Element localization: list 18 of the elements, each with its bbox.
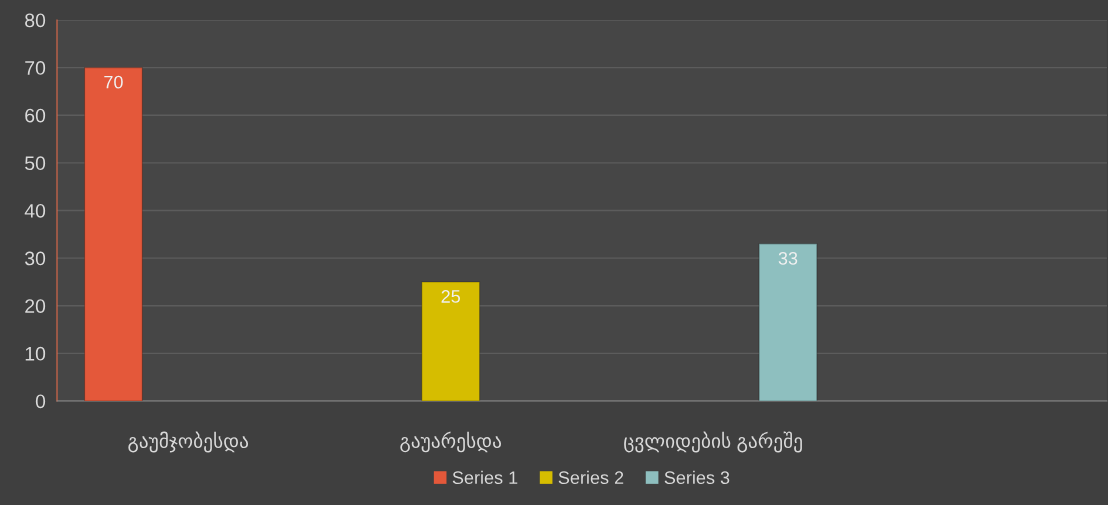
y-tick-label: 60	[25, 108, 46, 123]
legend-label: Series 1	[452, 470, 518, 485]
legend-label: Series 3	[664, 470, 730, 485]
x-tick-label: ცვლიდების გარეშე	[624, 431, 802, 453]
y-tick-label: 30	[25, 251, 46, 266]
y-tick-label: 10	[25, 346, 46, 361]
x-tick-label: გაუმჯობესდა	[128, 431, 249, 453]
legend-label: Series 2	[558, 470, 624, 485]
y-tick-label: 70	[25, 61, 46, 75]
data-label: 33	[778, 251, 798, 265]
y-tick-label: 80	[25, 13, 46, 28]
data-label: 25	[441, 290, 460, 303]
y-tick-label: 50	[25, 156, 46, 171]
data-label: 70	[104, 75, 123, 89]
x-tick-label: გაუარესდა	[400, 431, 502, 453]
y-tick-label: 40	[24, 203, 46, 218]
y-tick-label: 0	[35, 394, 46, 409]
y-tick-label: 20	[25, 299, 46, 313]
